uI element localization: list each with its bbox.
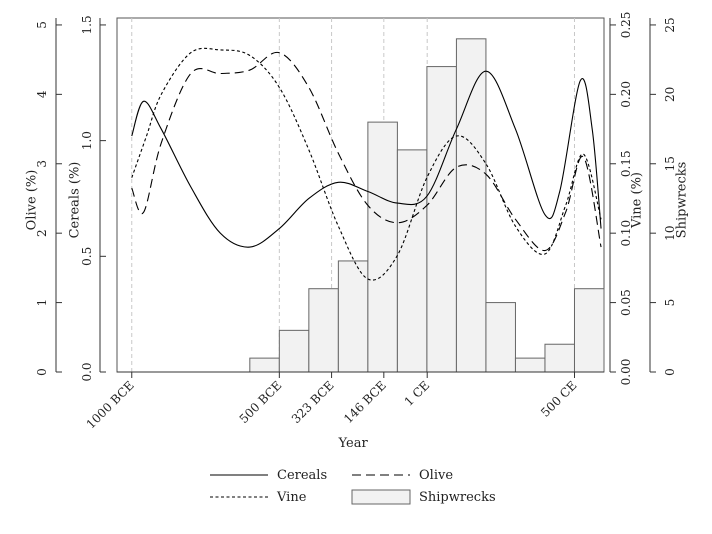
y-tick-label: 0.00 — [619, 359, 633, 386]
y-axis-title: Olive (%) — [25, 170, 40, 231]
shipwreck-bar — [367, 121, 398, 373]
x-tick-label: 323 BCE — [289, 378, 337, 426]
legend-label: Vine — [276, 490, 307, 505]
legend-label: Shipwrecks — [419, 490, 496, 505]
shipwreck-bar — [514, 357, 546, 373]
series-line-cereals — [131, 70, 602, 248]
shipwreck-bar — [426, 66, 457, 373]
y-tick-label: 0.20 — [619, 81, 633, 108]
y-tick-label: 0.15 — [619, 150, 633, 177]
x-axis-title: Year — [338, 436, 369, 451]
y-tick-label: 0 — [35, 368, 49, 376]
x-tick-label: 146 BCE — [341, 378, 389, 426]
y-tick-label: 5 — [35, 21, 49, 29]
y-tick-label: 1.5 — [80, 15, 94, 34]
y-tick-label: 15 — [663, 156, 677, 171]
y-tick-label: 25 — [663, 17, 677, 32]
y-tick-label: 2 — [35, 229, 49, 237]
x-tick-label: 1 CE — [402, 378, 433, 409]
shipwreck-bar — [337, 260, 369, 373]
y-tick-label: 0.05 — [619, 289, 633, 316]
legend-label: Olive — [419, 468, 453, 483]
y-tick-label: 20 — [663, 87, 677, 102]
shipwreck-bar — [249, 357, 280, 373]
y-tick-label: 5 — [663, 299, 677, 307]
y-tick-label: 1 — [35, 299, 49, 307]
series-line-vine — [131, 47, 602, 281]
shipwreck-bar — [278, 329, 310, 373]
shipwreck-bar — [308, 288, 339, 373]
legend-label: Cereals — [277, 468, 327, 483]
x-tick-label: 500 CE — [538, 378, 579, 419]
shipwreck-bar — [573, 288, 605, 373]
y-axis-title: Vine (%) — [630, 172, 645, 229]
y-axis-title: Cereals (%) — [68, 162, 83, 239]
y-tick-label: 1.0 — [80, 131, 94, 150]
legend: Cereals Olive Vine Shipwrecks — [210, 468, 496, 505]
y-tick-label: 0.25 — [619, 12, 633, 39]
shipwreck-bar — [485, 302, 516, 373]
y-tick-label: 0.0 — [80, 362, 94, 381]
x-tick-label: 1000 BCE — [84, 378, 137, 431]
y-tick-label: 0.5 — [80, 247, 94, 266]
shipwreck-bar — [544, 343, 575, 373]
y-axis-title: Shipwrecks — [675, 162, 690, 239]
y-tick-label: 0 — [663, 368, 677, 376]
legend-swatch-shipwrecks — [351, 489, 411, 505]
y-tick-label: 0.10 — [619, 220, 633, 247]
series-line-olive — [131, 51, 602, 252]
y-tick-label: 4 — [35, 90, 49, 98]
y-tick-label: 10 — [663, 226, 677, 241]
y-tick-label: 3 — [35, 160, 49, 168]
shipwreck-bar — [396, 149, 428, 373]
shipwreck-bar — [455, 38, 487, 373]
x-tick-label: 500 BCE — [237, 378, 285, 426]
